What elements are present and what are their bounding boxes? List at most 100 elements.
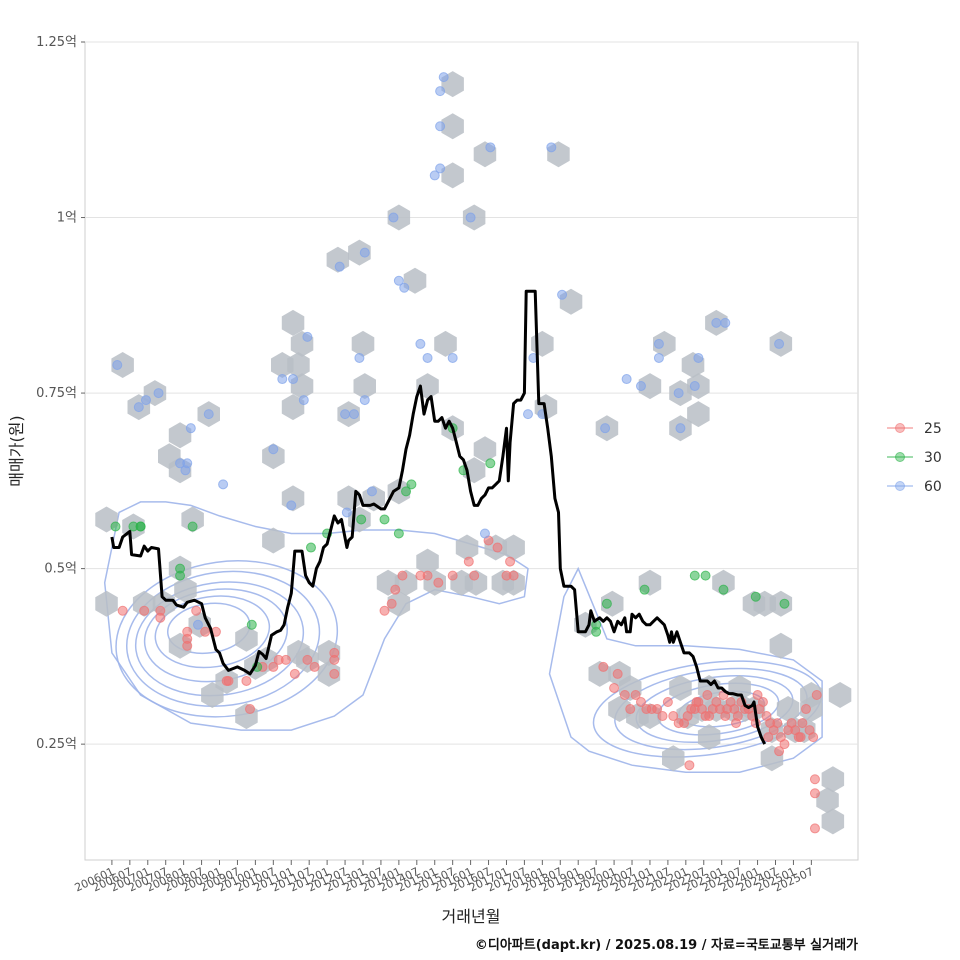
point-60 [153,388,164,399]
legend-key-dot [895,423,905,433]
point-25 [619,689,630,700]
hex-bin [387,478,411,505]
point-25 [598,661,609,672]
point-60 [429,170,440,181]
point-60 [711,317,722,328]
hex-bin [434,330,457,357]
point-60 [438,72,449,83]
point-60 [465,212,476,223]
hex-bin [317,660,341,687]
density-contour [154,595,271,669]
point-30 [601,598,612,609]
hex-bin [662,745,685,772]
hex-bin [638,373,662,400]
point-60 [359,395,370,406]
point-25 [492,542,503,553]
point-60 [479,528,490,539]
hex-bin [416,548,439,575]
legend-label-25: 25 [924,421,942,437]
point-60 [435,86,446,97]
point-25 [182,640,193,651]
point-60 [288,374,299,385]
point-60 [653,338,664,349]
point-25 [329,668,340,679]
point-25 [625,704,636,715]
legend-label-30: 30 [924,450,942,466]
hex-bin [669,675,692,701]
point-25 [720,711,731,722]
point-60 [286,500,297,511]
point-60 [675,423,686,434]
point-30 [110,521,121,532]
point-60 [635,381,646,392]
hex-bin [697,724,721,751]
point-25 [652,704,663,715]
hex-bin [168,422,192,449]
hex-bin [132,590,156,617]
density-contours [103,501,823,773]
point-25 [757,697,768,708]
point-25 [508,570,519,581]
y-tick-label: 1.25억 [36,35,77,50]
hex-bin [351,330,375,357]
point-30 [356,514,367,525]
point-30 [305,542,316,553]
point-60 [112,359,123,370]
point-25 [200,626,211,637]
point-25 [139,605,150,616]
point-60 [673,388,684,399]
trend-line [110,289,767,745]
point-25 [191,605,202,616]
point-25 [379,605,390,616]
hex-bin [821,808,845,835]
point-25 [390,584,401,595]
point-60 [268,444,279,455]
point-60 [689,381,700,392]
point-25 [117,605,128,616]
point-25 [774,746,785,757]
legend-label-60: 60 [924,479,942,495]
point-25 [752,689,763,700]
point-60 [185,423,196,434]
point-60 [354,352,365,363]
point-60 [621,374,632,385]
hex-bin [687,401,710,428]
point-60 [399,282,410,293]
point-60 [302,331,313,342]
hex-bin [473,436,497,463]
point-25 [422,570,433,581]
point-30 [591,626,602,637]
hex-bin [181,506,204,533]
point-25 [463,556,474,567]
gridlines [85,41,858,745]
point-25 [662,697,673,708]
plot-background [84,41,859,861]
point-25 [155,612,166,623]
point-60 [546,142,557,153]
hex-bin [403,267,427,294]
point-60 [218,479,229,490]
point-60 [192,619,203,630]
point-25 [811,689,822,700]
point-60 [415,338,426,349]
point-25 [635,697,646,708]
point-25 [433,577,444,588]
point-60 [140,395,151,406]
legend-key-dot [895,452,905,462]
point-60 [340,409,351,420]
y-tick-label: 1억 [57,211,77,226]
point-25 [809,788,820,799]
point-30 [135,521,146,532]
hex-bin [262,527,285,554]
point-30 [639,584,650,595]
point-25 [280,654,291,665]
hex-bin [111,352,134,378]
point-25 [808,732,819,743]
scatter-points [110,72,822,834]
point-60 [341,507,352,518]
point-30 [187,521,198,532]
point-30 [401,486,412,497]
point-60 [774,338,785,349]
point-60 [388,212,399,223]
point-25 [386,598,397,609]
